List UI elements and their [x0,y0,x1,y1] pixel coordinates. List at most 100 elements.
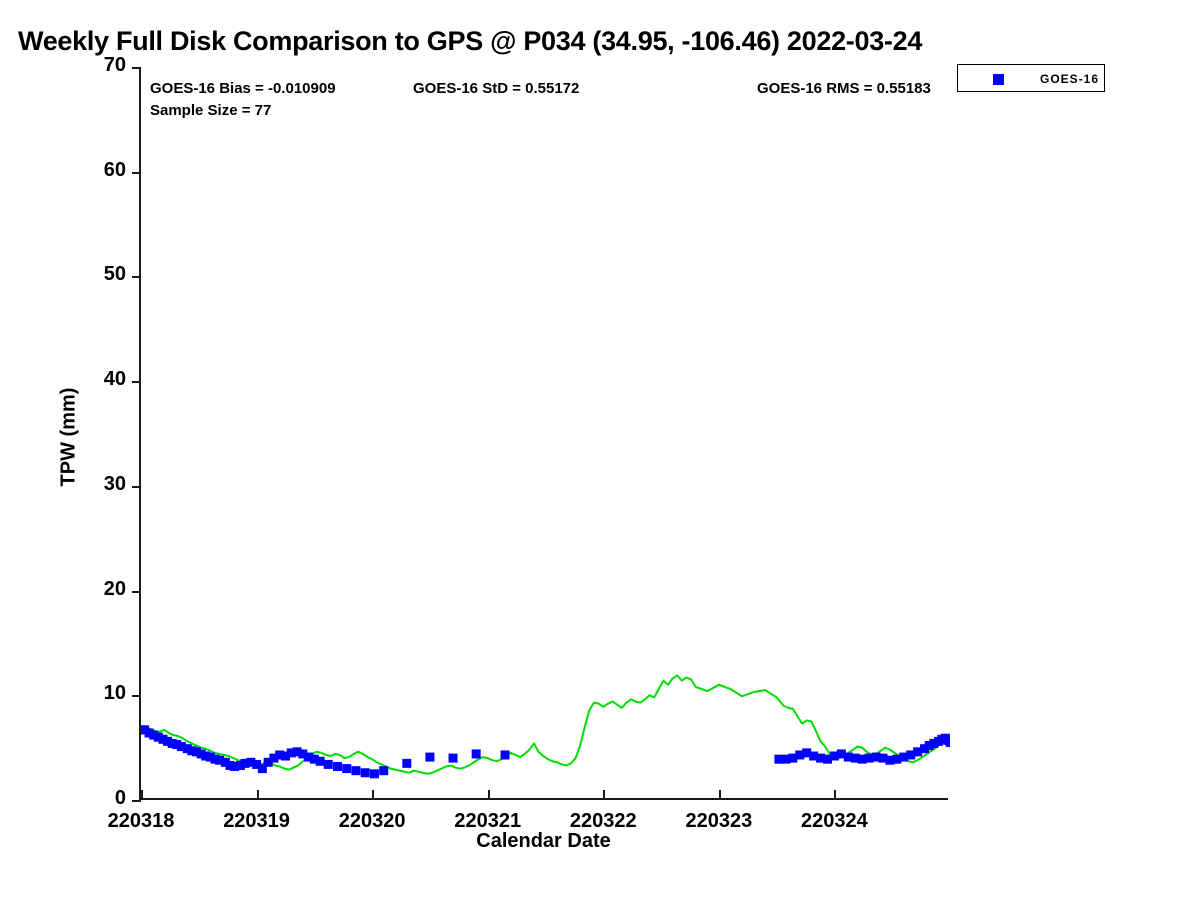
data-point-marker [230,761,240,771]
data-point-marker [379,766,389,776]
data-point-marker [210,754,220,764]
data-point-marker [788,753,798,763]
stat-bias: GOES-16 Bias = -0.010909 [150,80,336,97]
x-tick-mark [141,790,143,799]
data-point-marker [802,748,812,758]
y-tick-label: 70 [103,54,126,76]
data-point-marker [220,757,230,767]
data-point-marker [929,738,939,748]
data-point-marker [924,741,934,751]
data-point-marker [235,760,245,770]
y-tick-label: 0 [114,787,126,809]
legend-swatch-goes16 [993,74,1004,85]
data-point-marker [215,755,225,765]
data-point-marker [176,742,186,752]
x-tick-mark [487,790,490,799]
data-point-marker [263,757,273,767]
plot-canvas [141,674,950,779]
data-point-marker [292,747,302,757]
data-point-marker [201,751,211,761]
data-point-marker [257,764,267,774]
data-point-marker [843,752,853,762]
data-point-marker [864,753,874,763]
data-point-marker [885,755,895,765]
data-point-marker [822,754,832,764]
data-point-marker [172,740,182,749]
data-point-marker [280,751,290,761]
x-axis-label: Calendar Date [476,830,611,852]
data-point-marker [850,753,860,763]
data-point-marker [163,736,173,746]
data-point-marker [836,749,846,759]
data-point-marker [298,749,308,759]
y-tick-mark [132,67,141,69]
x-tick-label: 220322 [569,810,637,832]
x-tick-label: 220319 [223,810,290,832]
x-tick-mark [834,790,837,799]
data-point-marker [187,746,197,756]
data-point-marker [945,737,950,747]
x-tick-label: 220323 [685,810,753,832]
data-point-marker [781,754,791,764]
data-point-marker [240,758,250,768]
y-tick-label: 40 [103,368,126,391]
y-tick-label: 10 [103,682,126,705]
data-point-marker [425,752,435,762]
data-point-marker [315,756,325,766]
page-title: Weekly Full Disk Comparison to GPS @ P03… [18,26,923,56]
data-point-marker [191,747,201,757]
data-point-marker [149,730,159,740]
y-tick-mark [132,171,141,174]
data-point-marker [892,754,902,764]
data-point-marker [829,751,839,761]
x-tick-label: 220321 [454,810,522,832]
stat-std: GOES-16 StD = 0.55172 [413,80,580,97]
data-point-marker [795,750,805,760]
data-point-marker [878,753,888,763]
y-tick-mark [132,695,141,698]
x-tick-label: 220320 [338,810,406,832]
data-point-marker [269,753,279,763]
x-tick-mark [718,790,721,799]
data-point-marker [309,754,319,764]
data-point-marker [342,764,352,774]
data-point-marker [332,761,342,771]
y-tick-label: 30 [103,472,126,495]
x-tick-mark [603,790,606,799]
data-point-marker [167,738,177,748]
y-tick-label: 50 [103,263,126,286]
data-point-marker [153,732,163,742]
data-point-marker [809,751,819,761]
data-point-marker [816,753,826,763]
y-axis-label: TPW (mm) [57,387,80,487]
x-tick-label: 220324 [801,810,868,832]
y-tick-mark [132,276,141,279]
y-tick-mark [132,485,141,488]
data-point-marker [275,750,285,760]
y-tick-label: 60 [103,158,126,181]
data-point-marker [774,754,784,764]
y-tick-mark [132,590,141,593]
data-point-marker [286,748,296,758]
data-point-marker [351,766,361,776]
y-tick-mark [132,800,141,802]
x-tick-label: 220318 [107,810,175,832]
stat-sample-size: Sample Size = 77 [150,102,272,119]
data-point-marker [448,753,458,763]
data-point-marker [500,750,510,760]
stat-rms: GOES-16 RMS = 0.55183 [757,80,931,97]
data-point-marker [304,752,314,762]
data-point-marker [182,744,192,754]
data-point-marker [252,759,262,769]
x-tick-mark [372,790,375,799]
chart-legend: GOES-16 [957,64,1105,92]
data-point-marker [402,758,412,768]
data-point-marker [246,757,256,767]
data-point-marker [144,728,154,738]
data-point-marker [205,752,215,762]
y-tick-mark [132,381,141,384]
data-point-marker [471,749,481,759]
data-point-marker [196,749,206,759]
data-point-marker [913,747,923,757]
